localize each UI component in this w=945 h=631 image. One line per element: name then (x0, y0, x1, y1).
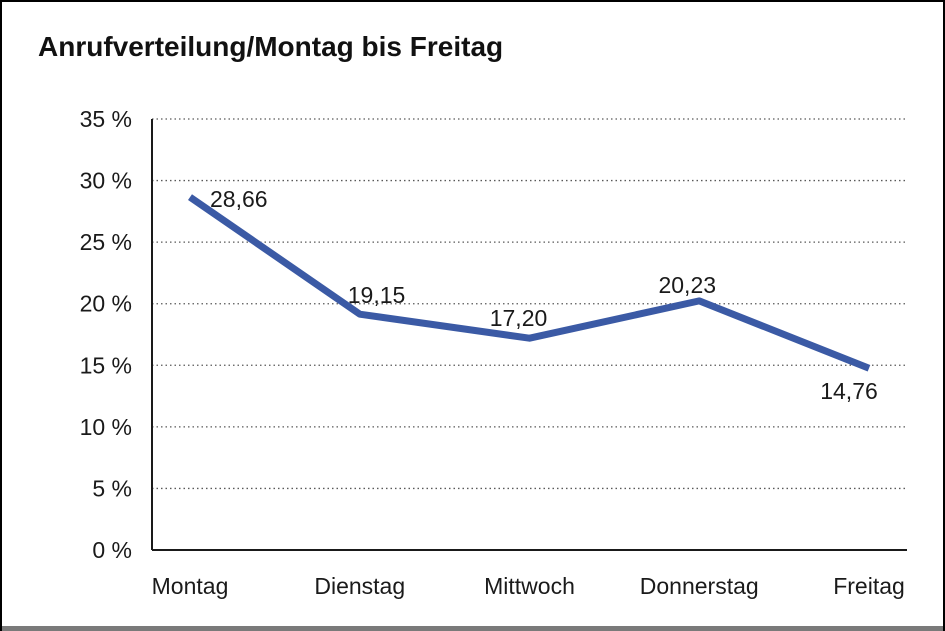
x-category-label: Freitag (833, 573, 905, 599)
data-point-label: 28,66 (210, 186, 268, 212)
data-point-label: 17,20 (490, 305, 548, 331)
chart-title: Anrufverteilung/Montag bis Freitag (38, 31, 504, 62)
y-tick-label: 35 % (80, 106, 132, 132)
data-point-label: 20,23 (658, 272, 716, 298)
y-tick-label: 10 % (80, 414, 132, 440)
x-category-label: Montag (152, 573, 229, 599)
frame-bottom-bar (2, 626, 943, 631)
y-tick-label: 0 % (92, 537, 132, 563)
y-tick-label: 5 % (92, 475, 132, 501)
y-tick-label: 20 % (80, 291, 132, 317)
data-point-label: 14,76 (820, 378, 878, 404)
y-tick-label: 30 % (80, 168, 132, 194)
y-tick-label: 15 % (80, 352, 132, 378)
data-point-label: 19,15 (348, 282, 406, 308)
data-series-line (188, 194, 871, 372)
x-category-label: Mittwoch (484, 573, 575, 599)
x-category-label: Dienstag (314, 573, 405, 599)
x-category-label: Donnerstag (640, 573, 759, 599)
y-tick-label: 25 % (80, 229, 132, 255)
